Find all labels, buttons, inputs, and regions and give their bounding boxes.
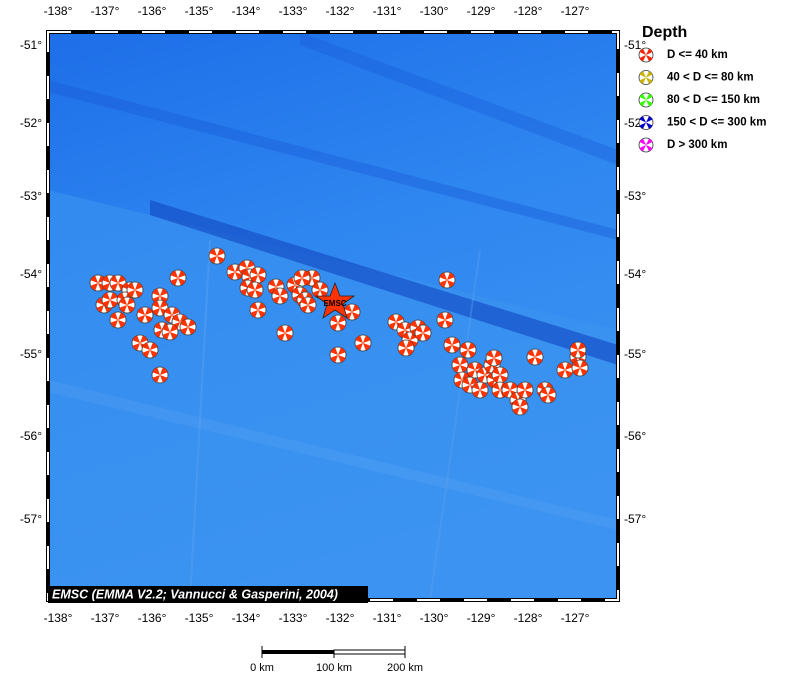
focal-mechanism: [539, 386, 557, 404]
lat-label-right: -53°: [624, 189, 646, 203]
focal-mechanism: [126, 281, 144, 299]
lat-label-right: -54°: [624, 267, 646, 281]
focal-mechanism: [436, 311, 454, 329]
lat-label-left: -56°: [20, 429, 42, 443]
lon-label-top: -128°: [514, 4, 543, 18]
focal-mechanism: [526, 348, 544, 366]
focal-mechanism: [329, 314, 347, 332]
lat-label-left: -57°: [20, 512, 42, 526]
focal-mechanism: [451, 356, 469, 374]
lon-label-bottom: -128°: [514, 611, 543, 625]
lon-label-top: -134°: [232, 4, 261, 18]
lon-label-bottom: -130°: [420, 611, 449, 625]
focal-mechanism: [101, 291, 119, 309]
focal-mechanism: [161, 323, 179, 341]
lat-label-right: -56°: [624, 429, 646, 443]
focal-mechanism: [136, 306, 154, 324]
focal-mechanism: [246, 281, 264, 299]
focal-mechanism: [118, 296, 136, 314]
legend-label: 40 < D <= 80 km: [667, 72, 754, 84]
focal-mechanism: [151, 366, 169, 384]
legend-swatch: [639, 116, 653, 129]
focal-mechanism: [109, 311, 127, 329]
focal-mechanism: [276, 324, 294, 342]
lon-label-top: -131°: [373, 4, 402, 18]
lat-label-right: -57°: [624, 512, 646, 526]
scale-label: 200 km: [387, 662, 423, 674]
legend-label: 80 < D <= 150 km: [667, 94, 760, 106]
lat-label-left: -55°: [20, 347, 42, 361]
focal-mechanism: [485, 349, 503, 367]
focal-mechanism: [511, 398, 529, 416]
focal-mechanism: [208, 247, 226, 265]
focal-mechanism: [141, 341, 159, 359]
focal-mechanism: [397, 339, 415, 357]
epicenter-label: EMSC: [323, 299, 346, 308]
lat-label-left: -52°: [20, 116, 42, 130]
scale-bar: [261, 646, 406, 658]
lon-label-top: -133°: [279, 4, 308, 18]
legend-swatch: [639, 71, 653, 84]
epicenter-star: [314, 281, 356, 319]
focal-mechanism: [354, 334, 372, 352]
focal-mechanism: [169, 269, 187, 287]
lon-label-bottom: -127°: [561, 611, 590, 625]
focal-mechanism: [459, 341, 477, 359]
focal-mechanism: [179, 318, 197, 336]
lon-label-bottom: -129°: [467, 611, 496, 625]
focal-mechanism: [329, 346, 347, 364]
legend-swatch: [639, 93, 653, 107]
focal-mechanism: [414, 324, 432, 342]
lon-label-bottom: -133°: [279, 611, 308, 625]
lat-label-left: -54°: [20, 267, 42, 281]
lon-label-bottom: -132°: [326, 611, 355, 625]
lat-label-left: -53°: [20, 189, 42, 203]
legend-swatch: [639, 138, 653, 152]
lon-label-bottom: -135°: [185, 611, 214, 625]
lon-label-bottom: -138°: [44, 611, 73, 625]
lon-label-top: -136°: [138, 4, 167, 18]
legend-label: D > 300 km: [667, 139, 727, 151]
legend-title: Depth: [642, 24, 687, 41]
focal-mechanism: [516, 381, 534, 399]
sea-floor: [48, 32, 618, 600]
focal-mechanism: [299, 296, 317, 314]
scale-label: 0 km: [250, 662, 274, 674]
focal-mechanism: [556, 361, 574, 379]
legend-swatch: [639, 48, 653, 62]
legend-label: D <= 40 km: [667, 49, 728, 61]
focal-mechanism: [491, 366, 509, 384]
lon-label-top: -127°: [561, 4, 590, 18]
focal-mechanism: [249, 301, 267, 319]
lon-label-top: -135°: [185, 4, 214, 18]
focal-mechanism: [571, 359, 589, 377]
lat-label-left: -51°: [20, 38, 42, 52]
lon-label-top: -130°: [420, 4, 449, 18]
lon-label-top: -137°: [91, 4, 120, 18]
credit: EMSC (EMMA V2.2; Vannucci & Gasperini, 2…: [52, 587, 338, 601]
lon-label-bottom: -136°: [138, 611, 167, 625]
lon-label-bottom: -134°: [232, 611, 261, 625]
lon-label-top: -138°: [44, 4, 73, 18]
focal-mechanism: [438, 271, 456, 289]
credit-box: [48, 586, 368, 603]
focal-mechanism: [249, 266, 267, 284]
focal-mechanism: [443, 336, 461, 354]
focal-mechanism: [569, 341, 587, 359]
lon-label-bottom: -137°: [91, 611, 120, 625]
legend-label: 150 < D <= 300 km: [667, 117, 766, 129]
lon-label-top: -132°: [326, 4, 355, 18]
lon-label-top: -129°: [467, 4, 496, 18]
scale-label: 100 km: [316, 662, 352, 674]
lat-label-right: -51°: [624, 38, 646, 52]
focal-mechanism: [271, 287, 289, 305]
lon-label-bottom: -131°: [373, 611, 402, 625]
focal-mechanism: [471, 381, 489, 399]
focal-mechanism: [293, 269, 311, 287]
lat-label-right: -55°: [624, 347, 646, 361]
